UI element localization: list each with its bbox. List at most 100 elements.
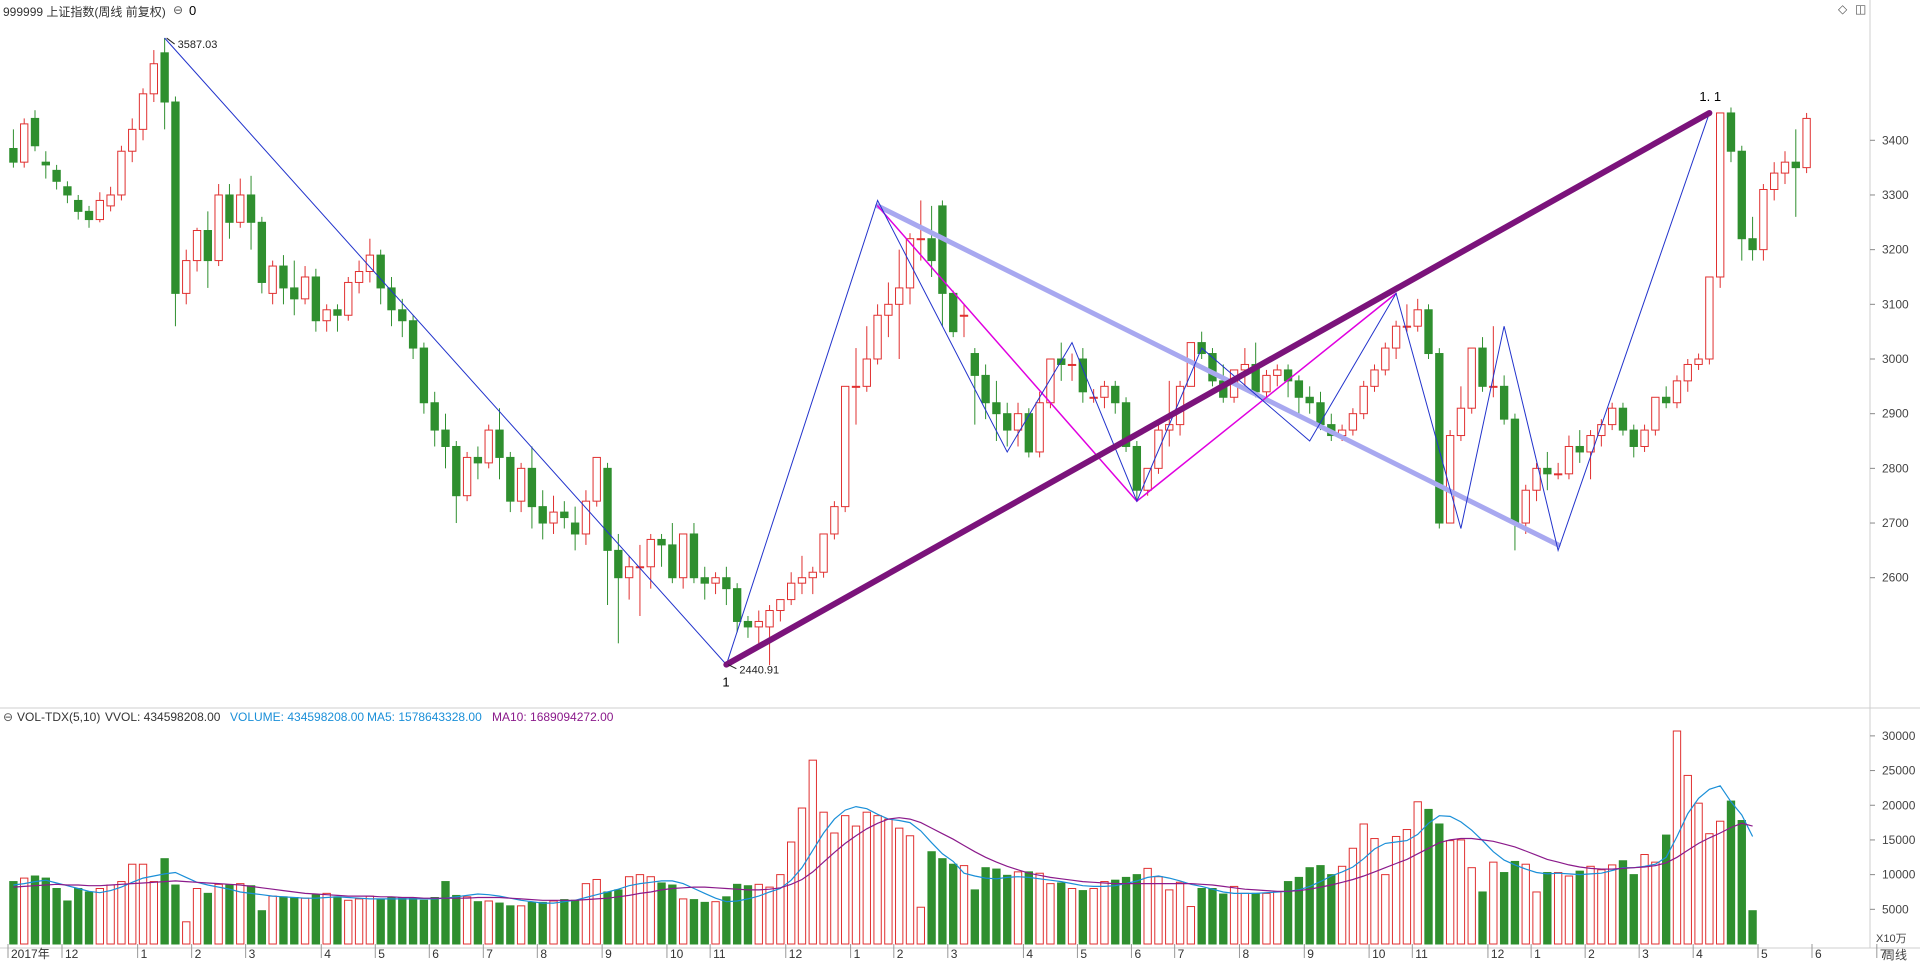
candle-up	[1067, 363, 1077, 366]
candle-up	[851, 385, 861, 388]
time-axis-label: 4	[1696, 947, 1703, 961]
volume-bar	[1089, 888, 1098, 945]
volume-bar	[1035, 872, 1044, 945]
candle-down	[1132, 445, 1142, 491]
volume-bar	[1683, 774, 1692, 945]
volume-bar	[1251, 892, 1260, 945]
candle-down	[1208, 353, 1217, 382]
volume-bar	[754, 883, 763, 945]
volume-bar	[95, 888, 104, 945]
candle-down	[657, 538, 666, 546]
volume-bar	[1067, 888, 1077, 945]
candle-up	[1489, 385, 1498, 388]
candle-up	[95, 199, 104, 221]
candle-down	[279, 265, 288, 289]
purple-trendline	[723, 109, 1713, 668]
candle-down	[1078, 358, 1088, 393]
volume-bar	[387, 897, 396, 945]
volume-bar	[787, 841, 796, 945]
time-axis-label: 2017年	[11, 947, 50, 961]
volume-bar	[1705, 833, 1714, 945]
candle-up	[895, 287, 904, 305]
volume-bar	[430, 897, 439, 945]
time-axis-label: 12	[65, 947, 79, 961]
candle-up	[1532, 467, 1541, 491]
volume-bar	[236, 883, 245, 945]
volume-bar	[30, 875, 40, 945]
period-label[interactable]: 周线	[1883, 948, 1908, 962]
low-marker	[728, 664, 737, 670]
time-axis-label: 10	[1372, 947, 1386, 961]
volume-bar	[344, 899, 353, 945]
candle-down	[570, 522, 580, 535]
volume-bar	[916, 906, 925, 945]
high-marker	[166, 37, 175, 45]
candle-up	[819, 533, 828, 573]
candle-down	[1121, 402, 1131, 447]
candle-down	[668, 544, 677, 579]
time-axis-label: 1	[1534, 947, 1541, 961]
volume-bar	[1586, 865, 1595, 945]
indicator-collapse-icon[interactable]: ⊖	[3, 710, 14, 724]
candle-up	[1402, 325, 1412, 328]
volume-bar	[938, 858, 947, 945]
volume-bar	[1489, 861, 1498, 945]
volume-tick-label: 30000	[1882, 729, 1916, 743]
wave-label-low: 1	[722, 675, 729, 690]
volume-bar	[192, 888, 202, 945]
candle-down	[949, 292, 958, 333]
price-tick-label: 2600	[1882, 571, 1909, 585]
volume-bar	[495, 902, 504, 945]
candle-down	[560, 511, 569, 519]
collapse-icon[interactable]: ⊖	[173, 3, 184, 17]
volume-bar	[225, 884, 234, 945]
volume-bar	[311, 894, 321, 945]
candle-up	[1770, 172, 1779, 190]
window-icon[interactable]: ◫	[1855, 2, 1867, 16]
volume-bar	[1229, 885, 1239, 945]
volume-bar	[1337, 865, 1347, 945]
volume-bar	[182, 921, 191, 945]
candle-down	[1305, 396, 1314, 404]
candle-up	[106, 194, 115, 207]
volume-bar	[1121, 876, 1131, 945]
candle-down	[689, 533, 699, 579]
volume-bar	[959, 865, 969, 945]
volume-bar	[398, 897, 407, 945]
time-axis-label: 3	[1642, 947, 1649, 961]
volume-bar	[1575, 870, 1584, 945]
candle-down	[84, 210, 94, 221]
candle-up	[916, 238, 925, 241]
candle-down	[970, 353, 979, 376]
candle-up	[1370, 369, 1379, 387]
candle-down	[603, 467, 612, 551]
candle-up	[830, 506, 839, 535]
time-axis-label: 5	[378, 947, 385, 961]
candle-down	[1791, 161, 1800, 169]
candle-down	[700, 577, 709, 584]
candle-down	[1629, 429, 1638, 447]
volume-bar	[516, 905, 526, 945]
candle-up	[862, 358, 871, 387]
candle-up	[1553, 473, 1563, 476]
price-tick-label: 3100	[1882, 297, 1909, 311]
candle-up	[841, 385, 850, 508]
volume-bar	[570, 899, 580, 945]
time-axis-label: 5	[1761, 947, 1768, 961]
diamond-icon[interactable]: ◇	[1838, 2, 1848, 16]
volume-bar	[1262, 892, 1271, 945]
high-price-label: 3587.03	[178, 39, 218, 51]
candle-up	[1240, 363, 1250, 371]
volume-bar	[376, 899, 385, 945]
ma10-line	[13, 817, 1753, 901]
volume-bar	[1132, 874, 1142, 945]
candle-down	[1726, 112, 1736, 152]
volume-bar	[1283, 881, 1293, 945]
volume-bar	[408, 897, 418, 945]
volume-bar	[171, 884, 180, 945]
volume-bar	[9, 881, 18, 945]
volume-bar	[1456, 839, 1466, 945]
candle-up	[1672, 380, 1682, 404]
volume-bar	[603, 891, 612, 945]
candle-up	[149, 63, 159, 95]
